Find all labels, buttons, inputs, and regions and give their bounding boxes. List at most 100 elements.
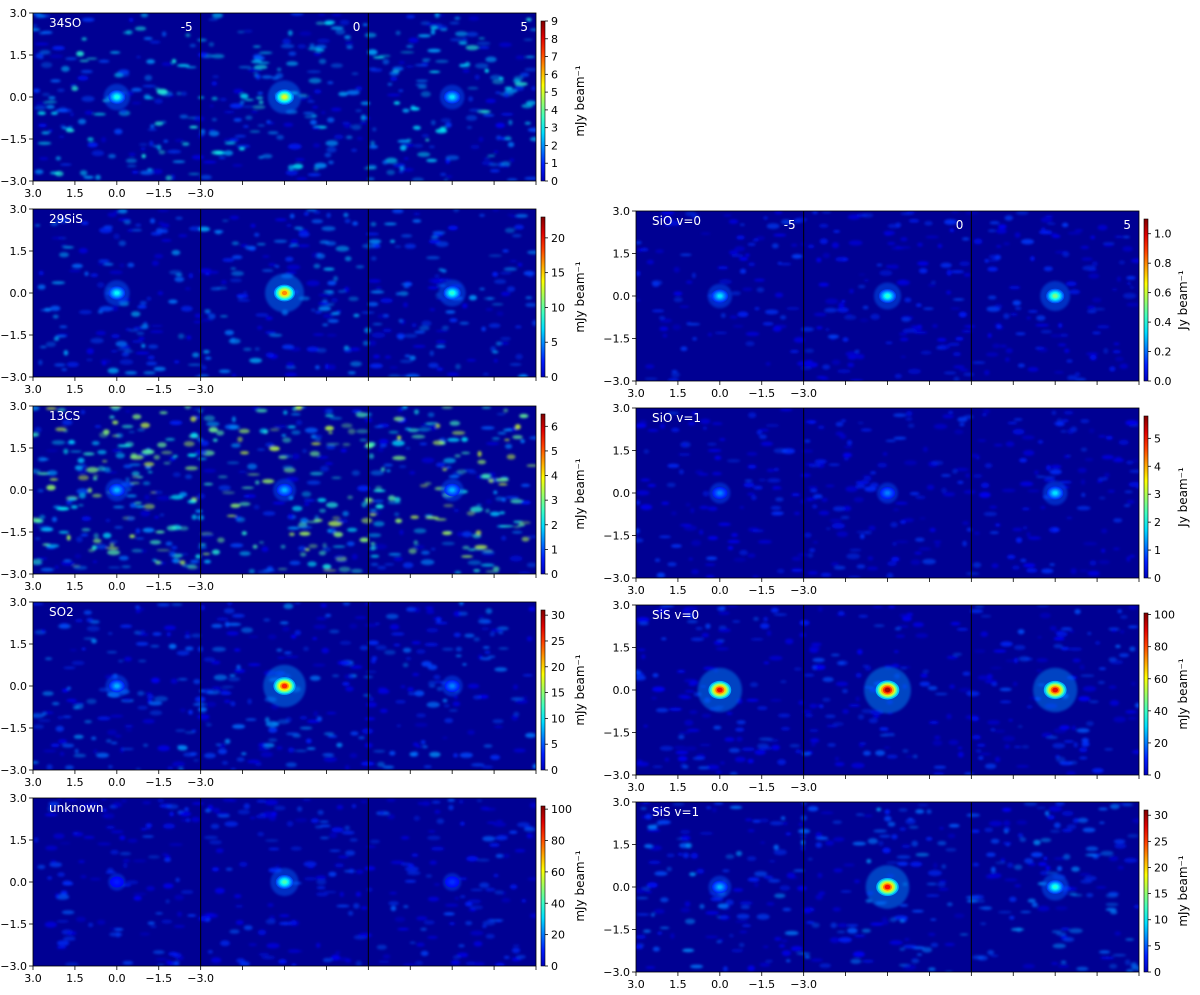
colorbar-tick-label: 4: [1154, 460, 1161, 473]
colorbar-tick-label: 60: [551, 866, 565, 879]
colorbar-label: mJy beam⁻¹: [1176, 855, 1190, 927]
y-tick-label: −1.5: [0, 918, 27, 931]
velocity-label: -5: [181, 20, 193, 34]
colorbar-tick-label: 0.4: [1154, 316, 1172, 329]
colorbar-tick-label: 7: [551, 51, 558, 64]
emission-peak: [438, 279, 466, 307]
molecule-label: SiO v=0: [652, 214, 701, 228]
colorbar-tick-label: 0: [551, 960, 558, 973]
x-tick-label: 3.0: [24, 187, 42, 200]
colorbar-tick-label: 5: [551, 738, 558, 751]
y-tick-label: −3.0: [603, 375, 630, 388]
x-tick-label: −1.5: [748, 387, 775, 400]
colorbar-tick-label: 0: [551, 371, 558, 384]
colorbar-tick-label: 20: [1154, 737, 1168, 750]
colorbar-tick-label: 25: [551, 635, 565, 648]
emission-peak: [697, 667, 743, 713]
emission-peak: [267, 80, 302, 114]
noise-speckle: [34, 209, 536, 377]
y-tick-label: 1.5: [10, 245, 28, 258]
x-tick-label: 1.5: [66, 383, 84, 396]
colorbar-tick-label: 80: [1154, 641, 1168, 654]
x-tick-label: −3.0: [790, 387, 817, 400]
colorbar-tick-label: 0: [551, 175, 558, 188]
velocity-label: 0: [956, 218, 964, 232]
colorbar-tick-label: 15: [551, 687, 565, 700]
emission-peak: [1032, 667, 1078, 713]
x-tick-label: −3.0: [790, 781, 817, 794]
x-tick-label: 3.0: [627, 781, 645, 794]
panel-sio-v-1: SiO v=13.01.50.0−1.5−3.03.0 1.5 0.0 −1.5 −3.…: [603, 402, 1190, 597]
colorbar-tick-label: 0: [551, 568, 558, 581]
y-tick-label: 0.0: [10, 876, 28, 889]
x-tick-label: 1.5: [66, 972, 84, 985]
y-tick-label: 1.5: [613, 839, 631, 852]
colorbar: [540, 609, 546, 771]
noise-speckle: [33, 798, 536, 966]
emission-peak: [273, 478, 296, 502]
x-tick-label: 3.0: [24, 383, 42, 396]
colorbar: [1143, 809, 1149, 973]
y-tick-label: 3.0: [613, 205, 631, 218]
emission-peak: [108, 873, 126, 891]
x-tick-label: 0.0: [711, 584, 729, 597]
x-tick-label: 3.0: [627, 387, 645, 400]
emission-peak: [263, 664, 306, 708]
colorbar-label: mJy beam⁻¹: [573, 654, 587, 726]
colorbar-tick-label: 100: [551, 803, 572, 816]
colorbar-tick-label: 1.0: [1154, 228, 1172, 241]
y-tick-label: 1.5: [10, 49, 28, 62]
colorbar-tick-label: 2: [551, 519, 558, 532]
y-tick-label: −1.5: [603, 333, 630, 346]
x-tick-label: 1.5: [669, 584, 687, 597]
velocity-label: 5: [520, 20, 528, 34]
colorbar-tick-label: 6: [551, 420, 558, 433]
colorbar-label: mJy beam⁻¹: [573, 458, 587, 530]
emission-peak: [1042, 480, 1068, 506]
x-tick-label: 1.5: [669, 387, 687, 400]
emission-peak: [103, 83, 131, 111]
x-tick-label: 0.0: [711, 978, 729, 991]
x-tick-label: −1.5: [145, 972, 172, 985]
x-tick-label: 3.0: [627, 978, 645, 991]
y-tick-label: 0.0: [10, 680, 28, 693]
y-tick-label: −3.0: [0, 371, 27, 384]
colorbar-tick-label: 40: [551, 897, 565, 910]
x-tick-label: −3.0: [187, 972, 214, 985]
y-tick-label: 1.5: [613, 248, 631, 261]
y-tick-label: −1.5: [603, 727, 630, 740]
x-tick-label: 1.5: [66, 187, 84, 200]
noise-speckle: [33, 406, 536, 574]
colorbar: [540, 805, 546, 967]
emission-peak: [708, 875, 732, 899]
emission-peak: [1040, 281, 1071, 311]
colorbar-tick-label: 1: [551, 157, 558, 170]
x-tick-label: 0.0: [108, 187, 126, 200]
y-tick-label: 3.0: [10, 792, 28, 805]
emission-peak: [443, 872, 462, 892]
colorbar-tick-label: 20: [1154, 861, 1168, 874]
colorbar-tick-label: 4: [551, 104, 558, 117]
colorbar: [540, 413, 546, 575]
x-tick-label: −1.5: [145, 383, 172, 396]
y-tick-label: 0.0: [613, 881, 631, 894]
x-tick-label: −1.5: [145, 187, 172, 200]
emission-peak: [441, 675, 463, 697]
colorbar-tick-label: 0.2: [1154, 346, 1172, 359]
x-tick-label: 3.0: [24, 580, 42, 593]
colorbar: [540, 216, 546, 378]
colorbar-tick-label: 10: [551, 712, 565, 725]
x-tick-label: −3.0: [187, 776, 214, 789]
x-tick-label: −3.0: [187, 187, 214, 200]
velocity-label: -5: [784, 218, 796, 232]
x-tick-label: 0.0: [108, 383, 126, 396]
colorbar: [1143, 415, 1149, 579]
y-tick-label: 3.0: [613, 599, 631, 612]
emission-peak: [865, 865, 910, 909]
colorbar-tick-label: 8: [551, 33, 558, 46]
emission-peak: [270, 867, 299, 897]
emission-peak: [265, 273, 304, 313]
x-tick-label: 1.5: [669, 781, 687, 794]
